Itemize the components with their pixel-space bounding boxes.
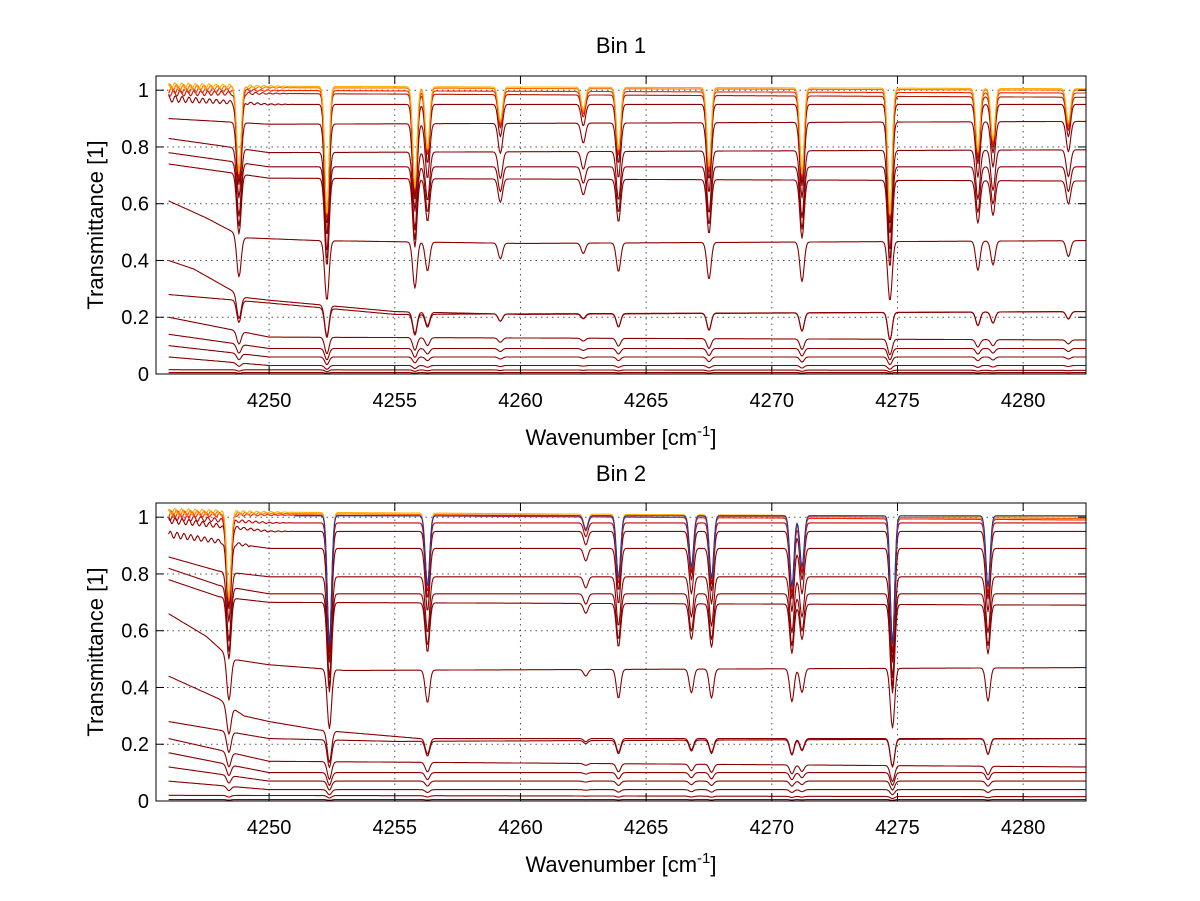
spectrum-series-line [168,675,1086,768]
spectrum-series-line [168,579,1086,694]
x-tick-label: 4280 [1001,390,1046,412]
panel-2-axes-frame [155,502,1087,802]
panel-1-x-ticks: 4250 4255 4260 4265 4270 4275 4280 [247,76,1046,412]
panel-1-series [168,82,1086,374]
y-tick-label: 0.4 [121,677,149,699]
spectrum-series-line [168,316,1086,356]
x-tick-label: 4260 [498,817,543,839]
panel-1-title: Bin 1 [596,33,646,58]
panel-1-x-label-main: Wavenumber [cm [525,425,697,450]
spectrum-series-line [168,356,1086,370]
panel-1-x-label-end: ] [710,425,716,450]
spectrum-series-line [168,567,1086,688]
x-tick-label: 4260 [498,390,543,412]
panel-2-title: Bin 2 [596,461,646,486]
spectrum-series-line [168,345,1086,365]
x-tick-label: 4255 [373,390,418,412]
spectrum-series-line [168,780,1086,796]
panel-1-axes-frame [155,75,1087,375]
panel-2-series [168,507,1086,801]
y-tick-label: 1 [138,80,149,102]
spectrum-series-line [168,293,1086,340]
spectrum-series-line [168,752,1086,786]
panel-bin-1: Bin 1 4250 4255 4260 4265 4270 4275 4280 00.20… [83,33,1087,450]
spectrum-series-line [294,515,1086,645]
spectrum-series-line [168,556,1086,679]
spectrum-series-line [168,163,1086,266]
spectrum-series-line [168,95,1086,223]
spectrum-series-line [168,766,1086,791]
x-tick-label: 4270 [750,817,795,839]
spectrum-series-line [168,613,1086,730]
x-tick-label: 4280 [1001,817,1046,839]
panel-2-x-label: Wavenumber [cm-1] [525,850,716,877]
spectrum-series-line [168,137,1086,250]
spectrum-series-line [168,530,1086,663]
x-tick-label: 4265 [624,817,669,839]
x-tick-label: 4270 [750,390,795,412]
spectrum-series-line [168,516,1086,654]
panel-1-x-label: Wavenumber [cm-1] [525,423,716,450]
panel-2-y-ticks: 0 0.2 0.4 0.6 0.8 1 [121,507,1086,813]
spectrum-series-line [168,82,1086,214]
spectrum-series-line [168,799,1086,801]
spectrum-series-line [168,720,1086,768]
x-tick-label: 4265 [624,390,669,412]
panel-2-x-label-sup: -1 [697,850,710,867]
spectrum-series-line [168,152,1086,259]
panel-2-grid [156,503,1086,801]
panel-1-y-label: Transmittance [1] [83,140,108,309]
panel-2-x-label-end: ] [710,852,716,877]
panel-2-x-ticks: 4250 4255 4260 4265 4270 4275 4280 [247,503,1046,839]
spectrum-series-line [168,259,1086,340]
spectrum-series-line [168,89,1086,219]
y-tick-label: 0 [138,791,149,813]
spectrum-series-line [168,333,1086,361]
panel-2-y-label: Transmittance [1] [83,567,108,736]
x-tick-label: 4255 [373,817,418,839]
panel-1-x-label-sup: -1 [697,423,710,440]
y-tick-label: 0.6 [121,194,149,216]
spectrum-series-line [168,369,1086,373]
y-tick-label: 0.2 [121,734,149,756]
x-tick-label: 4250 [247,390,292,412]
spectrum-series-line [168,83,1086,215]
y-tick-label: 0.6 [121,621,149,643]
y-tick-label: 1 [138,507,149,529]
x-tick-label: 4275 [875,817,920,839]
panel-1-y-ticks: 0 0.2 0.4 0.6 0.8 1 [121,80,1086,386]
y-tick-label: 0.2 [121,307,149,329]
panel-2-x-label-main: Wavenumber [cm [525,852,697,877]
x-tick-label: 4275 [875,390,920,412]
spectrum-series-line [168,372,1086,374]
x-tick-label: 4250 [247,817,292,839]
spectrum-series-line [168,513,1086,649]
y-tick-label: 0.8 [121,564,149,586]
panel-bin-2: Bin 2 4250 4255 4260 4265 4270 4275 4280 00.20… [83,461,1087,877]
y-tick-label: 0 [138,364,149,386]
spectrum-series-line [168,738,1086,783]
spectrum-series-line [168,118,1086,234]
spectrum-series-line [168,794,1086,800]
spectrum-series-line [168,200,1086,301]
y-tick-label: 0.4 [121,250,149,272]
y-tick-label: 0.8 [121,137,149,159]
